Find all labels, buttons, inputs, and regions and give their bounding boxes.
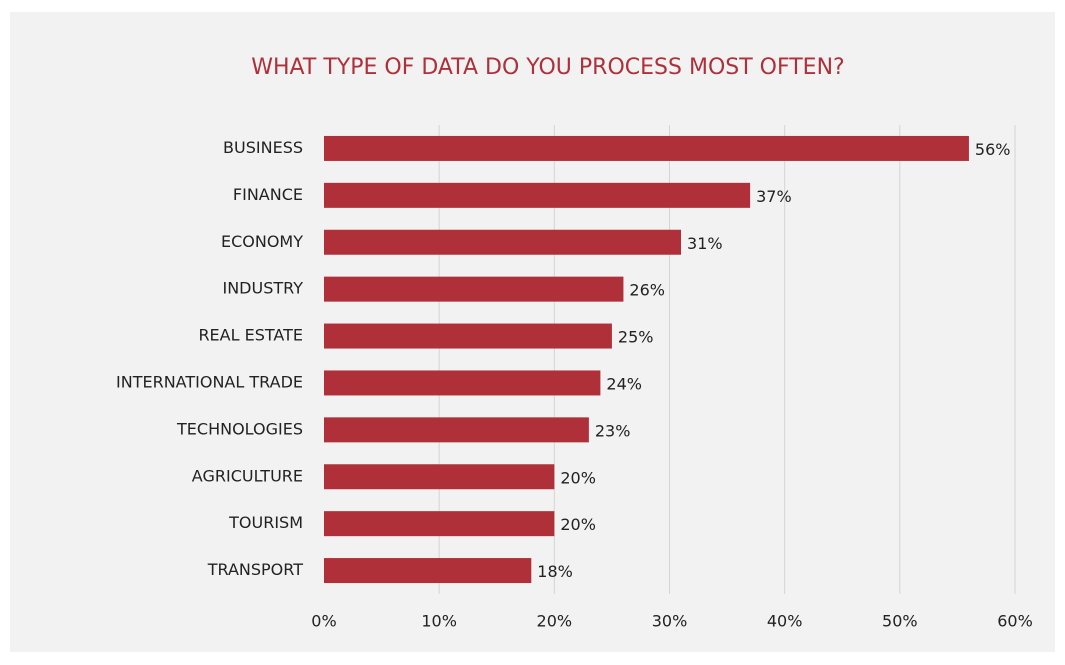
y-tick-label: AGRICULTURE (192, 466, 303, 485)
value-label: 23% (595, 421, 631, 440)
bar (324, 182, 751, 208)
x-tick-label: 20% (537, 612, 573, 631)
bar (324, 370, 601, 396)
y-tick-label: FINANCE (233, 185, 303, 204)
x-tick-label: 0% (311, 612, 336, 631)
y-tick-label: REAL ESTATE (198, 326, 303, 345)
bar (324, 417, 589, 443)
y-tick-label: TOURISM (228, 513, 303, 532)
x-tick-label: 30% (652, 612, 688, 631)
value-label: 26% (629, 281, 665, 300)
value-label: 24% (606, 374, 642, 393)
value-label: 37% (756, 187, 792, 206)
y-tick-label: BUSINESS (223, 138, 303, 157)
y-tick-label: TECHNOLOGIES (176, 419, 303, 438)
bar (324, 558, 532, 584)
bar (324, 323, 612, 349)
value-label: 31% (687, 234, 723, 253)
bar (324, 276, 624, 302)
x-tick-label: 50% (882, 612, 918, 631)
bar (324, 464, 555, 490)
value-label: 20% (560, 515, 596, 534)
value-label: 56% (975, 140, 1011, 159)
y-tick-label: ECONOMY (221, 232, 303, 251)
y-tick-label: INDUSTRY (222, 279, 303, 298)
y-tick-label: INTERNATIONAL TRADE (116, 372, 303, 391)
value-label: 20% (560, 468, 596, 487)
bar (324, 511, 555, 537)
bar (324, 229, 682, 255)
x-tick-label: 40% (767, 612, 803, 631)
chart-title: WHAT TYPE OF DATA DO YOU PROCESS MOST OF… (251, 55, 844, 80)
x-tick-label: 10% (421, 612, 457, 631)
x-tick-label: 60% (997, 612, 1033, 631)
bar (324, 135, 969, 161)
value-label: 18% (537, 562, 573, 581)
y-tick-label: TRANSPORT (207, 560, 304, 579)
value-label: 25% (618, 328, 654, 347)
